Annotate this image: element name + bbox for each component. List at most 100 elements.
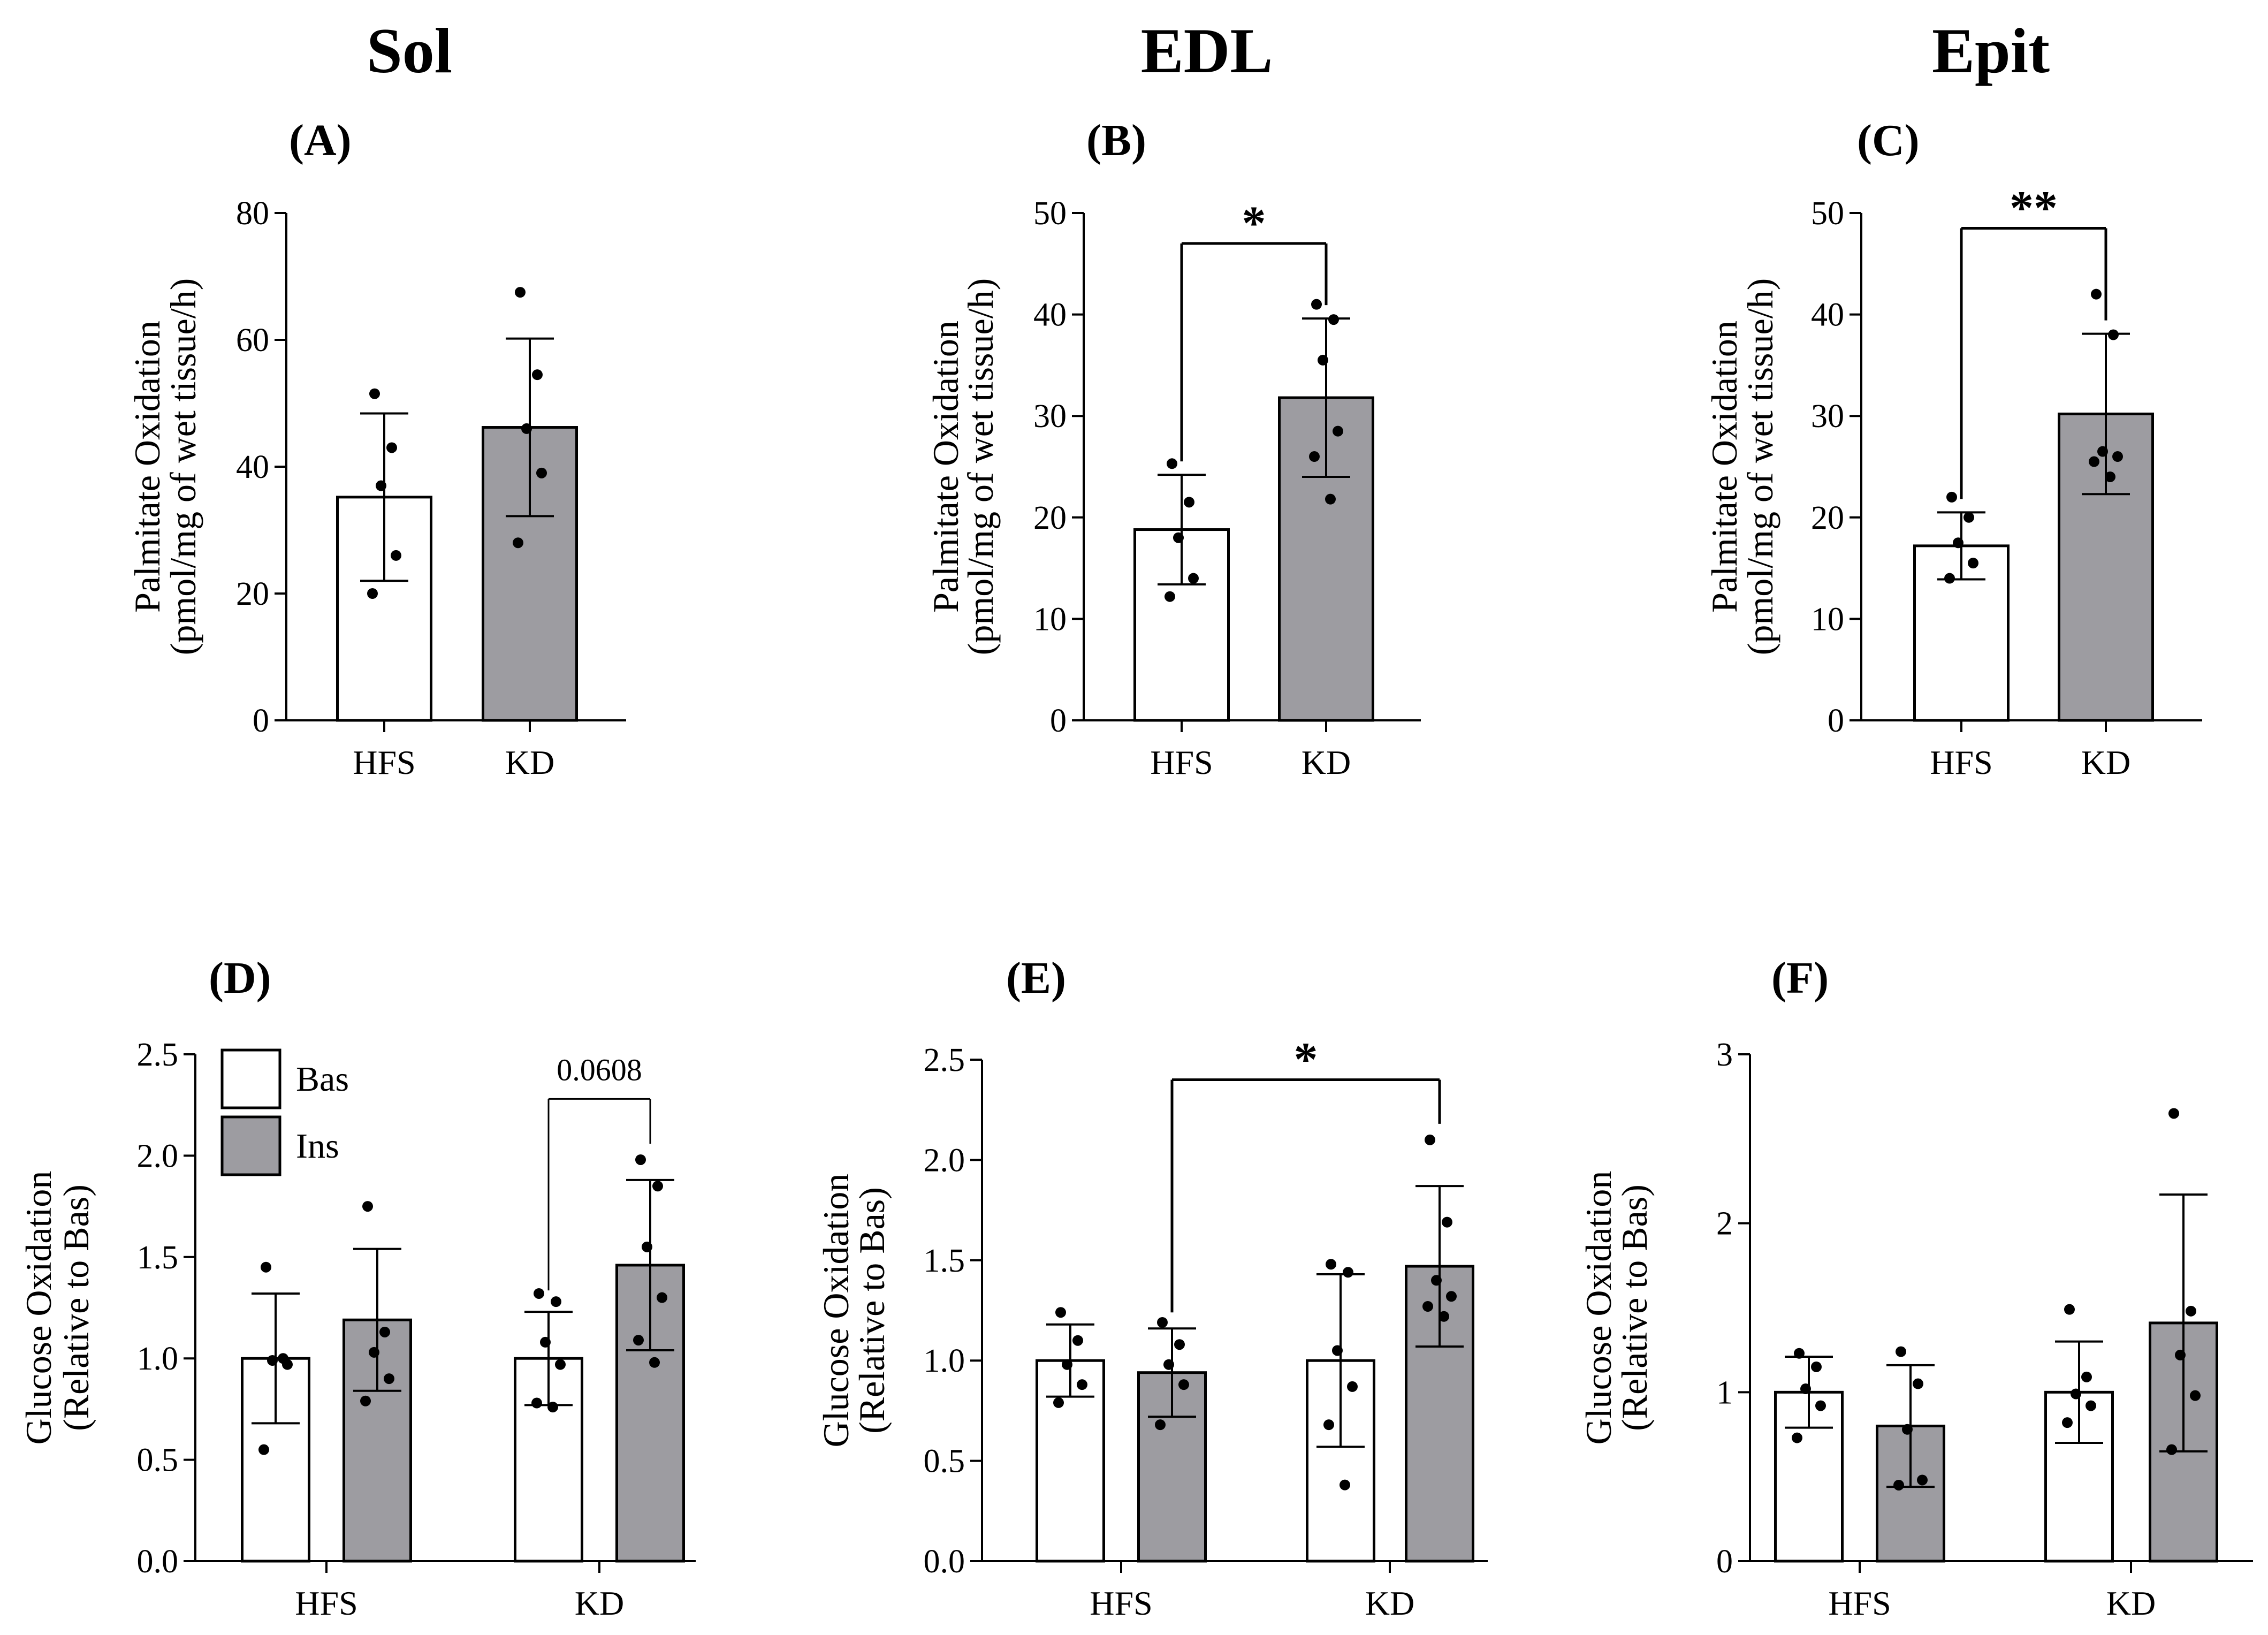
legend-swatch [220, 1115, 281, 1176]
panel-label: (E) [1006, 953, 1066, 1003]
data-point [1815, 1400, 1826, 1411]
data-point [1963, 512, 1974, 523]
y-tick-label: 1.0 [924, 1343, 965, 1379]
x-tick-label: HFS [1828, 1584, 1891, 1622]
bar [1774, 1390, 1844, 1563]
data-point [1184, 497, 1194, 508]
data-point [1155, 1419, 1166, 1431]
y-tick-label: 2.5 [137, 1037, 179, 1073]
significance-marker: ** [2010, 181, 2058, 234]
data-point [1347, 1381, 1358, 1392]
y-axis-subtitle: (pmol/mg of wet tissue/h) [960, 278, 1001, 655]
significance-marker: * [1294, 1033, 1318, 1086]
data-point [551, 1296, 561, 1307]
panel-d: (D) Glucose Oxidation(Relative to Bas) 0.0… [18, 953, 696, 1622]
data-point [1167, 458, 1177, 469]
data-point [531, 1397, 542, 1409]
data-point [1311, 299, 1322, 310]
data-point [540, 1336, 551, 1348]
y-axis-subtitle: (Relative to Bas) [1614, 1184, 1655, 1431]
data-point [652, 1181, 663, 1192]
y-tick-label: 0.5 [137, 1442, 179, 1479]
data-point [360, 1395, 371, 1406]
y-axis-subtitle: (pmol/mg of wet tissue/h) [1740, 278, 1780, 655]
p-value-label: 0.0608 [557, 1052, 642, 1087]
y-tick-label: 0.0 [924, 1543, 965, 1580]
data-point [649, 1357, 660, 1368]
data-point [2064, 1304, 2075, 1315]
data-point [376, 480, 386, 491]
data-point [384, 1373, 394, 1385]
y-tick-label: 50 [1033, 195, 1067, 232]
data-point [379, 1326, 390, 1337]
data-point [2190, 1390, 2201, 1401]
y-axis-title: Palmitate Oxidation [1704, 321, 1745, 613]
data-point [1439, 1311, 1449, 1322]
y-tick-label: 1.5 [137, 1239, 179, 1276]
y-tick-label: 30 [1811, 398, 1844, 435]
data-point [1902, 1424, 1913, 1435]
data-point [1442, 1216, 1452, 1228]
y-tick-label: 10 [1811, 601, 1844, 637]
panel-label: (D) [209, 953, 271, 1003]
data-point [1425, 1134, 1435, 1145]
data-point [1913, 1378, 1923, 1389]
data-point [1946, 491, 1957, 503]
y-tick-label: 0 [1828, 703, 1844, 739]
panel-label: (F) [1771, 953, 1829, 1003]
y-axis-subtitle: (pmol/mg of wet tissue/h) [163, 278, 203, 655]
y-tick-label: 0 [253, 703, 269, 739]
legend-label: Ins [296, 1127, 339, 1166]
y-tick-label: 10 [1033, 601, 1067, 637]
data-point [1163, 1359, 1174, 1370]
data-point [657, 1292, 667, 1303]
data-point [1792, 1432, 1802, 1443]
y-tick-label: 80 [236, 195, 269, 232]
y-axis-title: Glucose Oxidation [1578, 1171, 1619, 1445]
data-point [261, 1261, 271, 1273]
data-point [362, 1201, 373, 1212]
y-tick-label: 20 [236, 576, 269, 612]
y-tick-label: 0.5 [924, 1443, 965, 1480]
data-point [1174, 1339, 1185, 1350]
data-point [1953, 537, 1963, 549]
data-point [267, 1355, 278, 1366]
y-tick-label: 0 [1050, 703, 1067, 739]
x-tick-label: KD [1302, 743, 1351, 781]
data-point [1968, 558, 1978, 569]
x-tick-label: HFS [353, 743, 415, 781]
y-tick-label: 1.5 [924, 1243, 965, 1279]
data-point [1917, 1474, 1928, 1486]
data-point [536, 467, 547, 478]
x-tick-label: HFS [1930, 743, 1992, 781]
y-tick-label: 1.0 [137, 1341, 179, 1377]
data-point [1077, 1379, 1087, 1390]
panel-b: (B) Palmitate Oxidation(pmol/mg of wet ti… [925, 116, 1421, 781]
data-point [1343, 1267, 1353, 1278]
data-point [2108, 329, 2119, 340]
y-tick-label: 50 [1811, 195, 1844, 232]
data-point [1333, 425, 1343, 437]
panel-a: (A) Palmitate Oxidation(pmol/mg of wet ti… [127, 116, 626, 781]
y-axis-subtitle: (Relative to Bas) [851, 1187, 892, 1434]
data-point [2089, 456, 2099, 467]
data-point [2186, 1305, 2196, 1317]
x-tick-label: KD [575, 1584, 624, 1622]
data-point [1072, 1335, 1083, 1346]
data-point [1340, 1479, 1350, 1490]
data-point [633, 1335, 644, 1346]
data-point [1328, 314, 1339, 325]
x-tick-label: HFS [295, 1584, 357, 1622]
data-point [642, 1241, 652, 1252]
data-point [1178, 1379, 1189, 1390]
y-tick-label: 2.0 [137, 1138, 179, 1174]
data-point [555, 1359, 566, 1370]
x-tick-label: KD [2106, 1584, 2156, 1622]
panel-label: (A) [289, 116, 352, 165]
data-point [1165, 591, 1175, 602]
data-point [2175, 1349, 2186, 1360]
y-tick-label: 0 [1716, 1543, 1733, 1580]
column-title-sol: Sol [367, 15, 452, 86]
data-point [1944, 573, 1955, 584]
